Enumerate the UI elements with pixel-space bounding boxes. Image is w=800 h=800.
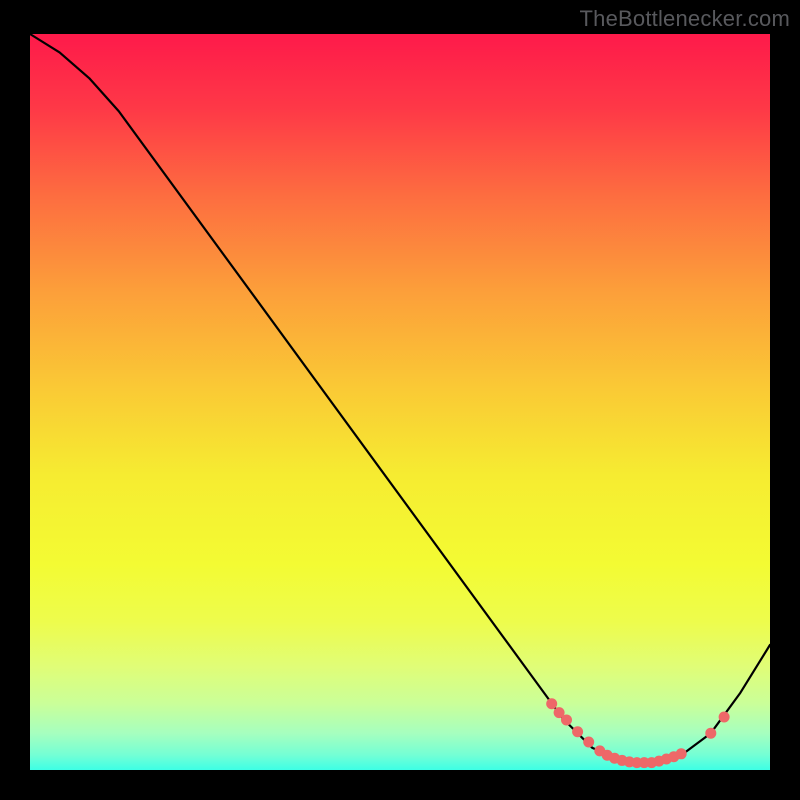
heatmap-gradient-background [30,34,770,770]
data-point-marker [705,728,716,739]
watermark-text: TheBottlenecker.com [580,6,790,32]
data-point-marker [583,737,594,748]
data-point-marker [561,714,572,725]
data-point-marker [676,748,687,759]
chart-container: TheBottlenecker.com [0,0,800,800]
bottleneck-curve-chart [0,0,800,800]
data-point-marker [719,712,730,723]
data-point-marker [572,726,583,737]
data-point-marker [546,698,557,709]
